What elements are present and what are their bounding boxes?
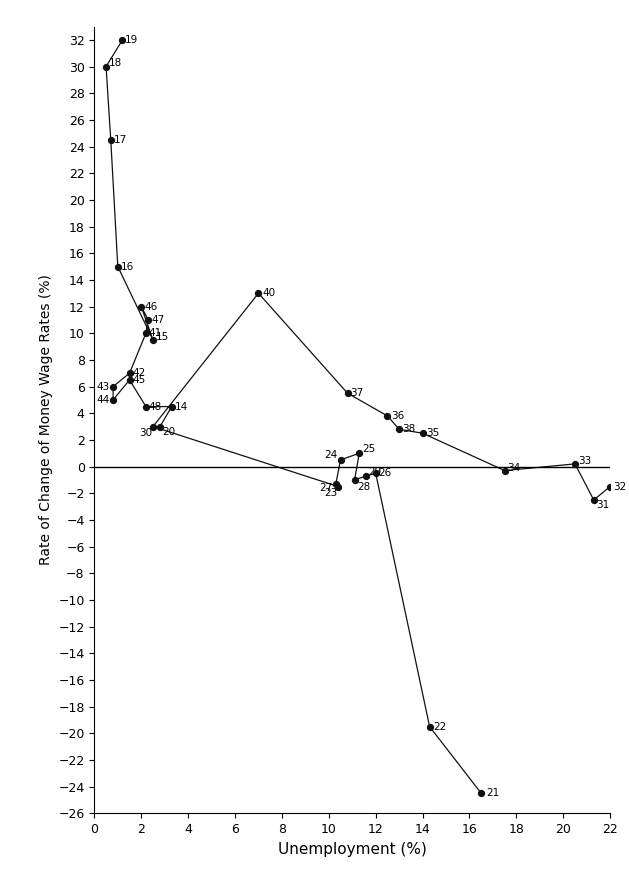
Text: 45: 45: [132, 375, 145, 385]
Text: 14: 14: [175, 401, 189, 412]
Point: [333, 479, 343, 493]
Text: 23: 23: [324, 488, 337, 499]
Point: [394, 423, 404, 437]
Text: 42: 42: [132, 369, 145, 378]
Text: 48: 48: [148, 401, 162, 412]
Text: 26: 26: [379, 469, 392, 478]
Text: 28: 28: [357, 482, 370, 492]
Text: 15: 15: [156, 332, 169, 342]
Point: [143, 313, 153, 327]
Point: [125, 373, 135, 387]
Text: 40: 40: [262, 288, 275, 298]
Text: 20: 20: [162, 427, 175, 437]
Text: 33: 33: [579, 456, 592, 466]
Point: [589, 493, 599, 507]
Point: [101, 59, 111, 73]
X-axis label: Unemployment (%): Unemployment (%): [278, 842, 426, 857]
Text: 30: 30: [139, 428, 152, 438]
Point: [343, 386, 353, 400]
Point: [141, 326, 151, 340]
Text: 41: 41: [148, 328, 162, 339]
Point: [125, 366, 135, 380]
Text: 35: 35: [426, 428, 439, 438]
Text: 32: 32: [613, 482, 626, 492]
Text: 25: 25: [362, 445, 376, 454]
Point: [108, 379, 118, 393]
Point: [350, 473, 360, 487]
Text: 27: 27: [320, 483, 333, 493]
Point: [148, 332, 158, 347]
Text: 17: 17: [114, 135, 127, 145]
Point: [148, 420, 158, 434]
Text: 31: 31: [596, 500, 610, 510]
Point: [425, 720, 435, 734]
Text: 22: 22: [433, 721, 447, 732]
Text: 37: 37: [350, 388, 364, 398]
Point: [136, 300, 147, 314]
Point: [499, 463, 509, 477]
Y-axis label: Rate of Change of Money Wage Rates (%): Rate of Change of Money Wage Rates (%): [39, 274, 53, 566]
Point: [118, 33, 128, 47]
Text: 36: 36: [391, 411, 404, 421]
Text: 44: 44: [97, 395, 110, 405]
Text: 24: 24: [324, 450, 337, 460]
Point: [418, 426, 428, 440]
Text: 19: 19: [125, 34, 138, 45]
Text: 29: 29: [369, 467, 382, 476]
Point: [361, 469, 371, 483]
Point: [113, 260, 123, 274]
Point: [106, 133, 116, 147]
Text: 38: 38: [403, 424, 416, 434]
Point: [155, 420, 165, 434]
Point: [331, 476, 341, 491]
Point: [354, 446, 364, 461]
Point: [476, 786, 486, 800]
Text: 16: 16: [121, 262, 134, 271]
Text: 18: 18: [108, 57, 121, 67]
Point: [141, 400, 151, 414]
Text: 43: 43: [97, 382, 110, 392]
Text: 47: 47: [151, 315, 164, 325]
Point: [382, 408, 392, 423]
Text: 34: 34: [508, 463, 521, 473]
Text: 46: 46: [144, 301, 157, 311]
Point: [370, 466, 381, 480]
Point: [335, 453, 345, 467]
Point: [253, 286, 264, 301]
Point: [570, 457, 580, 471]
Point: [605, 479, 615, 493]
Point: [108, 392, 118, 407]
Point: [167, 400, 177, 414]
Text: 21: 21: [486, 789, 499, 798]
